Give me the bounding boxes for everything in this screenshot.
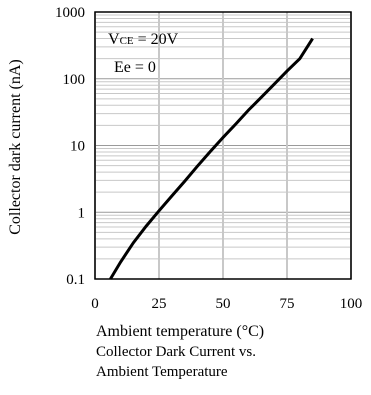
x-tick-label: 0 <box>91 296 99 312</box>
y-tick-label: 100 <box>63 72 86 88</box>
x-axis-label: Ambient temperature (°C) <box>96 323 264 340</box>
series-layer <box>109 37 314 280</box>
x-tick-label: 25 <box>152 296 167 312</box>
caption-line-1: Collector Dark Current vs. <box>96 344 256 360</box>
x-tick-labels: 0 25 50 75 100 <box>91 296 362 312</box>
annotation-vce: VCE = 20V <box>108 31 179 48</box>
y-axis-label: Collector dark current (nA) <box>7 59 24 234</box>
x-tick-label: 100 <box>340 296 363 312</box>
y-tick-labels: 0.1 1 10 100 1000 <box>55 5 85 288</box>
y-tick-label: 0.1 <box>66 272 85 288</box>
series-line <box>109 37 314 280</box>
x-tick-label: 75 <box>280 296 295 312</box>
x-tick-label: 50 <box>216 296 231 312</box>
plot-frame <box>94 11 352 280</box>
y-tick-label: 1000 <box>55 5 85 21</box>
annotation-ee: Ee = 0 <box>114 59 156 76</box>
caption-line-2: Ambient Temperature <box>96 364 228 380</box>
y-tick-label: 1 <box>78 205 86 221</box>
y-tick-label: 10 <box>70 139 85 155</box>
